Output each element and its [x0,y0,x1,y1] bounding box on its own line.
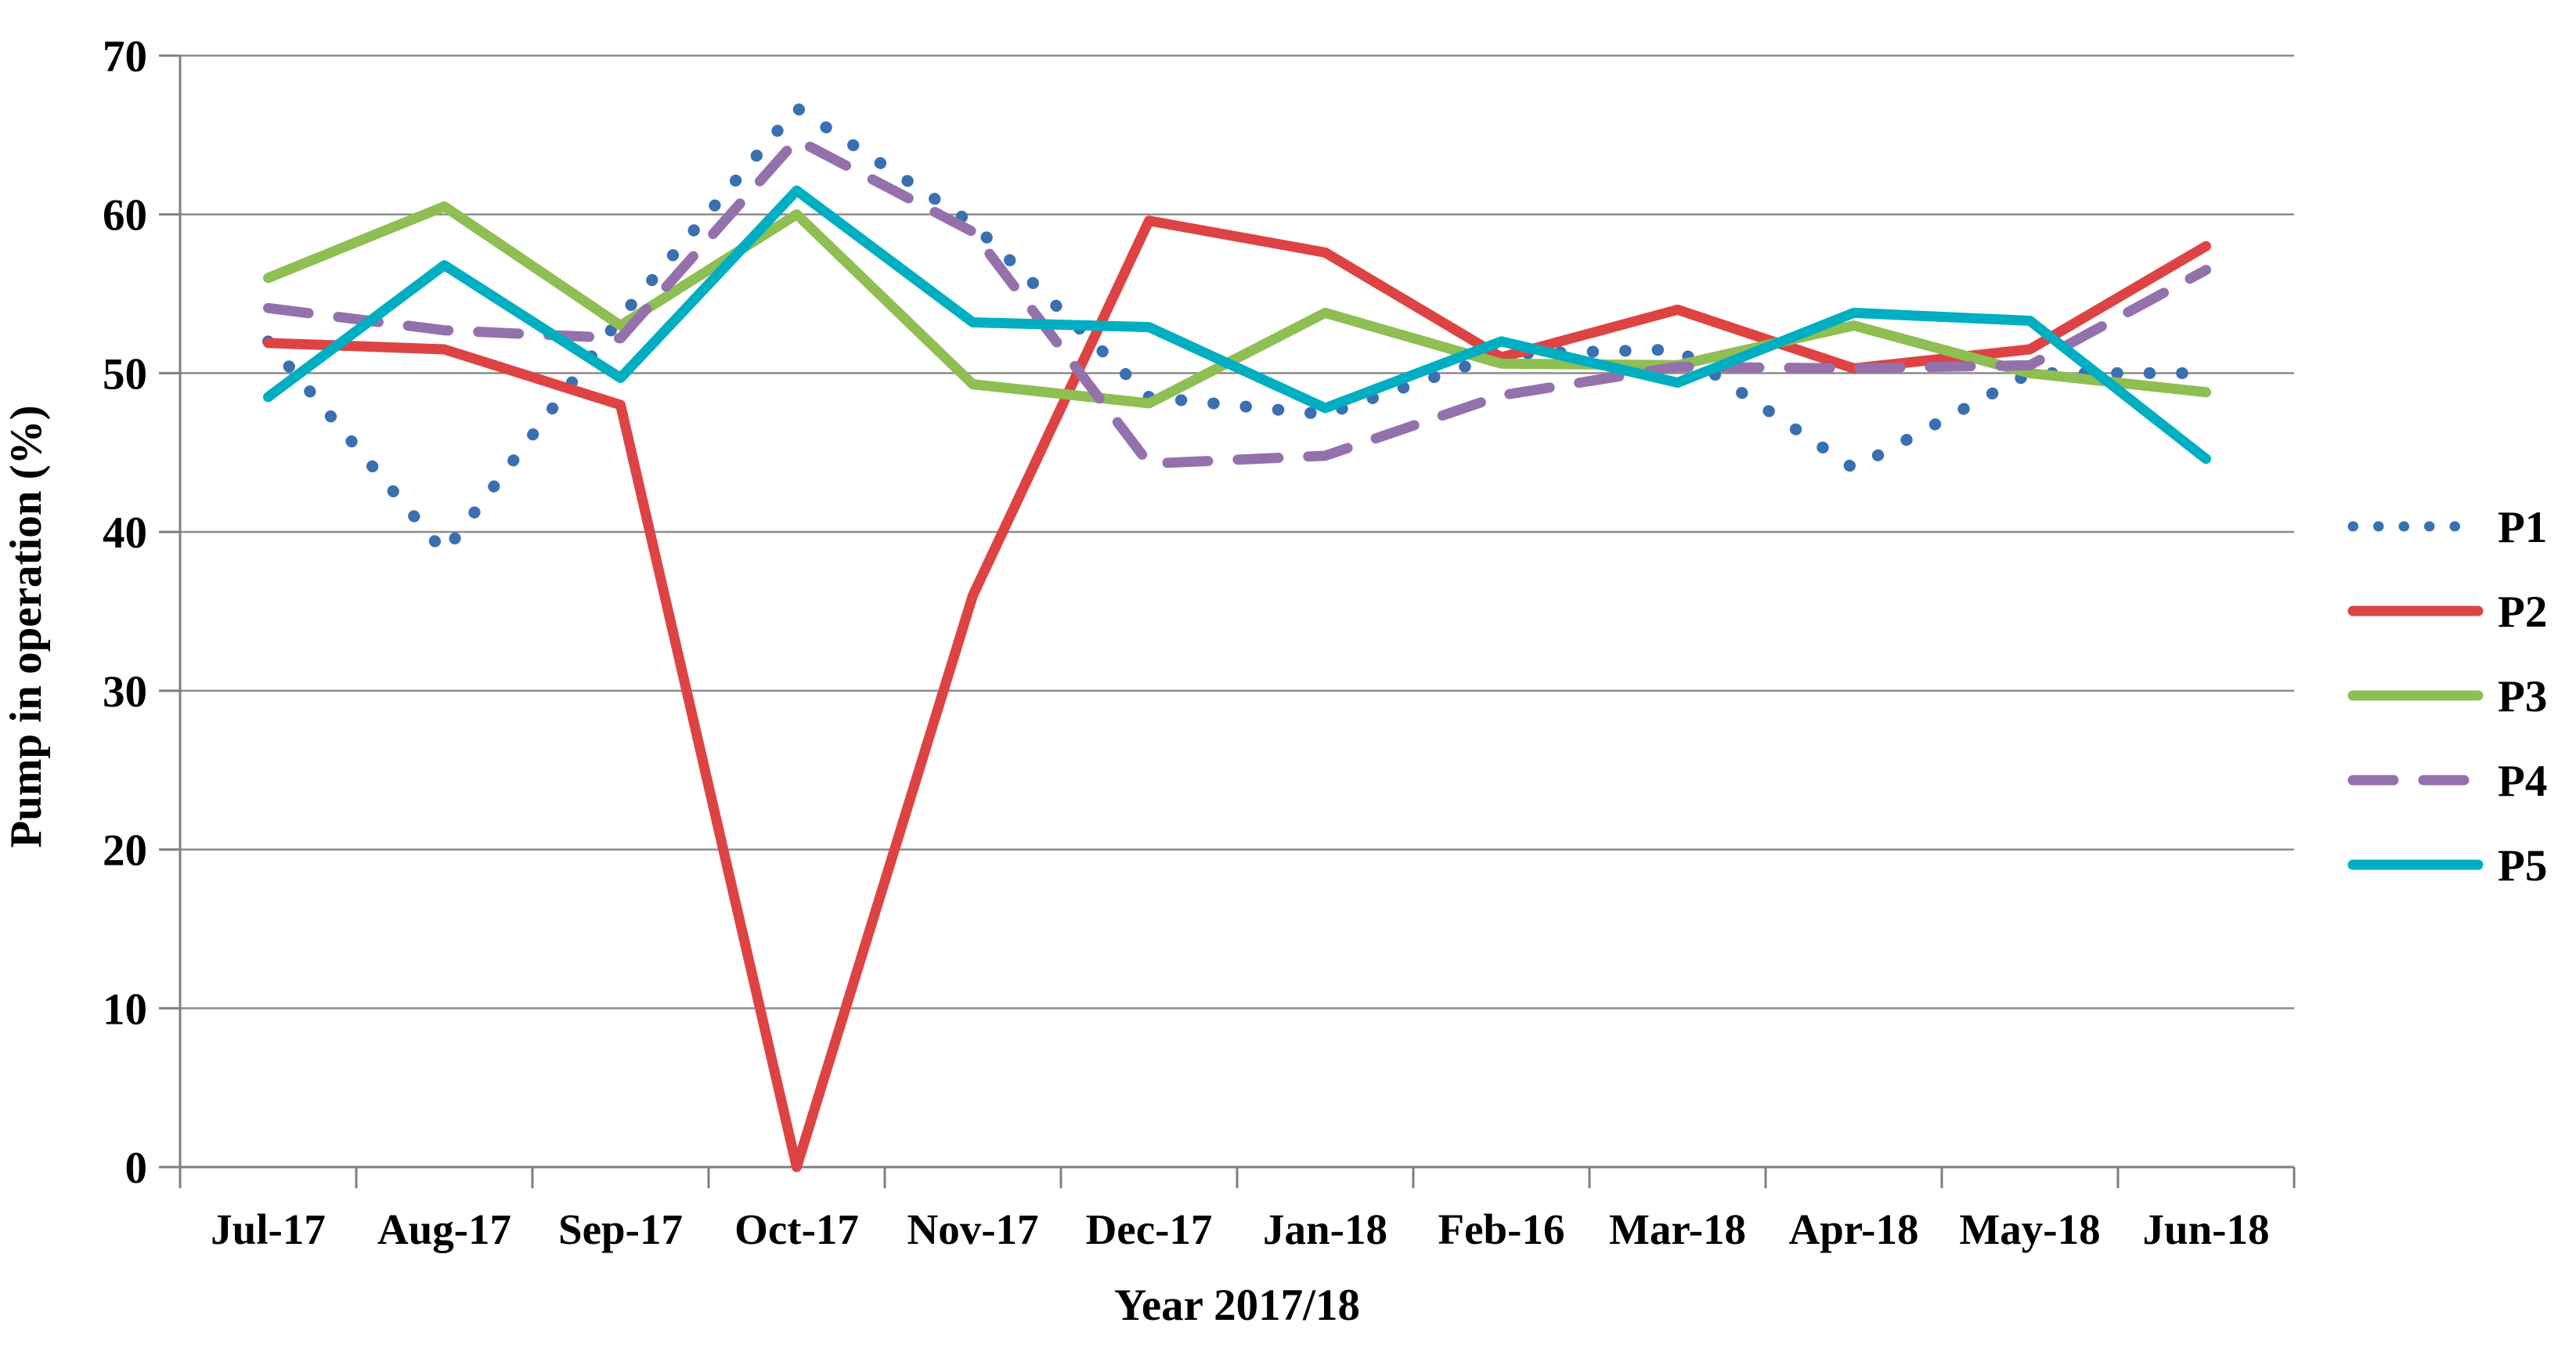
y-axis-tick-label: 60 [103,191,147,240]
series-line-P3 [263,201,2211,409]
x-axis-tick-label: Aug-17 [377,1205,511,1253]
y-axis-tick-label: 40 [103,508,147,558]
axis-labels: 0 10 20 30 40 50 60 70 Jul-17 Aug-17 Sep-17 Oct-17 N… [2,32,2270,1330]
series-line-P4 [263,134,2211,469]
x-axis-tick-label: Apr-18 [1789,1205,1919,1253]
x-axis-tick-label: Dec-17 [1086,1205,1213,1253]
x-axis-tick-label: Jan-18 [1263,1205,1387,1253]
y-axis-tick-label: 70 [103,32,147,81]
x-axis-tick-label: Mar-18 [1609,1205,1746,1253]
legend: P1 P2 P3 P4 P5 [2347,503,2547,891]
y-axis-tick-label: 20 [103,826,147,876]
legend-item-P5: P5 [2347,841,2547,891]
y-axis-title: Pump in operation (%) [2,405,51,847]
x-axis-tick-label: Sep-17 [558,1205,683,1253]
series-line-P5 [263,185,2211,464]
x-axis-tick-label: Feb-16 [1438,1205,1565,1253]
legend-label-P4: P4 [2498,757,2547,806]
y-axis-tick-label: 10 [103,985,147,1034]
legend-item-P2: P2 [2347,587,2547,637]
legend-label-P5: P5 [2498,841,2547,891]
series-line-P1 [262,102,2212,558]
x-axis-tick-label: Jul-17 [211,1205,326,1253]
y-axis-tick-label: 50 [103,349,147,399]
y-axis-tick-label: 30 [103,667,147,717]
legend-label-P1: P1 [2498,503,2547,552]
x-axis-tick-label: Oct-17 [734,1205,859,1253]
x-axis-tick-label: May-18 [1959,1205,2100,1253]
legend-item-P3: P3 [2347,672,2547,721]
legend-item-P4: P4 [2347,757,2547,806]
y-axis-tick-label: 0 [125,1144,148,1193]
legend-label-P2: P2 [2498,587,2547,637]
legend-item-P1: P1 [2347,503,2547,552]
x-axis-tick-label: Nov-17 [907,1205,1038,1253]
legend-label-P3: P3 [2498,672,2547,721]
x-axis-title: Year 2017/18 [1114,1281,1360,1330]
series-lines [262,102,2212,1173]
axes [159,54,2296,1188]
gridlines [180,54,2294,1010]
x-axis-tick-label: Jun-18 [2143,1205,2270,1253]
